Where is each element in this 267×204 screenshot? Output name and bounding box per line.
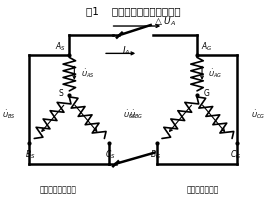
Text: $\dot{U}_{BG}$: $\dot{U}_{BG}$ (129, 108, 143, 121)
Text: $C_G$: $C_G$ (230, 149, 241, 161)
Text: S: S (58, 89, 63, 98)
Text: $\dot{U}_{AS}$: $\dot{U}_{AS}$ (81, 67, 94, 80)
Text: $\dot{U}_{CG}$: $\dot{U}_{CG}$ (251, 108, 265, 121)
Text: 图1    同步发电机与大电网并联: 图1 同步发电机与大电网并联 (86, 6, 180, 16)
Text: $B_G$: $B_G$ (150, 149, 161, 161)
Text: $A_G$: $A_G$ (201, 41, 212, 53)
Text: $\triangle U_A$: $\triangle U_A$ (153, 16, 176, 28)
Text: 等值于电网的发电: 等值于电网的发电 (40, 186, 77, 195)
Text: $A_S$: $A_S$ (55, 41, 66, 53)
Text: $\dot{U}_{BS}$: $\dot{U}_{BS}$ (2, 108, 15, 121)
Text: $I_A$: $I_A$ (122, 44, 131, 57)
Text: G: G (203, 89, 209, 98)
Text: $B_S$: $B_S$ (25, 149, 36, 161)
Text: $\dot{U}_{CS}$: $\dot{U}_{CS}$ (123, 108, 137, 121)
Text: $C_S$: $C_S$ (105, 149, 116, 161)
Text: $\dot{U}_{AG}$: $\dot{U}_{AG}$ (208, 67, 222, 80)
Text: 待并网的发电机: 待并网的发电机 (187, 186, 219, 195)
